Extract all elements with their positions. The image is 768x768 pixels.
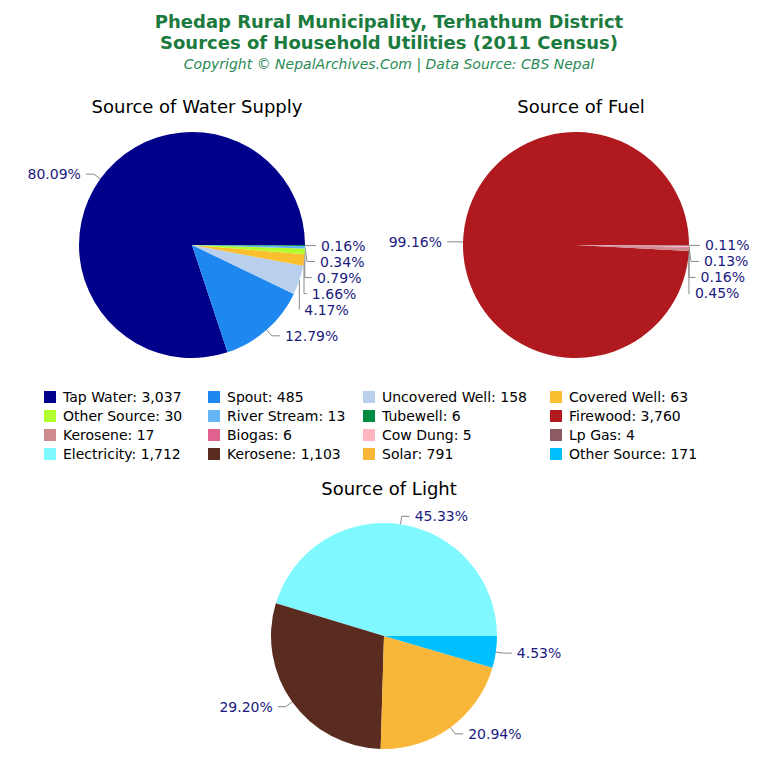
svg-text:Copyright © NepalArchives.Com: Copyright © NepalArchives.Com | Data Sou…	[184, 56, 594, 73]
svg-text:Source of Light: Source of Light	[321, 478, 457, 499]
svg-text:80.09%: 80.09%	[28, 166, 81, 182]
svg-text:Covered Well: 63: Covered Well: 63	[569, 389, 688, 405]
svg-text:Spout: 485: Spout: 485	[227, 389, 304, 405]
svg-text:4.53%: 4.53%	[517, 645, 561, 661]
svg-text:Solar: 791: Solar: 791	[382, 446, 453, 462]
svg-text:Firewood: 3,760: Firewood: 3,760	[569, 408, 681, 424]
svg-text:0.11%: 0.11%	[705, 237, 749, 253]
svg-text:Kerosene: 1,103: Kerosene: 1,103	[227, 446, 341, 462]
svg-text:0.16%: 0.16%	[321, 238, 365, 254]
svg-text:12.79%: 12.79%	[285, 328, 338, 344]
svg-text:0.16%: 0.16%	[701, 269, 745, 285]
svg-text:Tubewell: 6: Tubewell: 6	[381, 408, 461, 424]
svg-text:Phedap Rural Municipality, Ter: Phedap Rural Municipality, Terhathum Dis…	[155, 11, 624, 32]
svg-text:0.13%: 0.13%	[704, 253, 748, 269]
svg-text:Biogas: 6: Biogas: 6	[227, 427, 292, 443]
svg-text:Other Source: 171: Other Source: 171	[569, 446, 697, 462]
svg-text:0.79%: 0.79%	[317, 270, 361, 286]
svg-text:River Stream: 13: River Stream: 13	[227, 408, 345, 424]
svg-text:Source of Water Supply: Source of Water Supply	[92, 96, 303, 117]
svg-text:4.17%: 4.17%	[304, 302, 348, 318]
svg-text:20.94%: 20.94%	[468, 726, 521, 742]
svg-text:99.16%: 99.16%	[389, 234, 442, 250]
svg-text:Kerosene: 17: Kerosene: 17	[63, 427, 155, 443]
svg-text:Tap Water: 3,037: Tap Water: 3,037	[62, 389, 182, 405]
svg-text:Cow Dung: 5: Cow Dung: 5	[382, 427, 472, 443]
svg-text:45.33%: 45.33%	[415, 508, 468, 524]
svg-text:0.34%: 0.34%	[320, 254, 364, 270]
svg-text:Sources of Household Utilities: Sources of Household Utilities (2011 Cen…	[160, 32, 618, 53]
svg-text:Lp Gas: 4: Lp Gas: 4	[569, 427, 635, 443]
svg-text:Uncovered Well: 158: Uncovered Well: 158	[382, 389, 527, 405]
svg-text:0.45%: 0.45%	[695, 285, 739, 301]
svg-text:29.20%: 29.20%	[219, 699, 272, 715]
svg-text:Electricity: 1,712: Electricity: 1,712	[63, 446, 181, 462]
svg-text:1.66%: 1.66%	[312, 286, 356, 302]
svg-text:Other Source: 30: Other Source: 30	[63, 408, 182, 424]
svg-text:Source of Fuel: Source of Fuel	[517, 96, 644, 117]
